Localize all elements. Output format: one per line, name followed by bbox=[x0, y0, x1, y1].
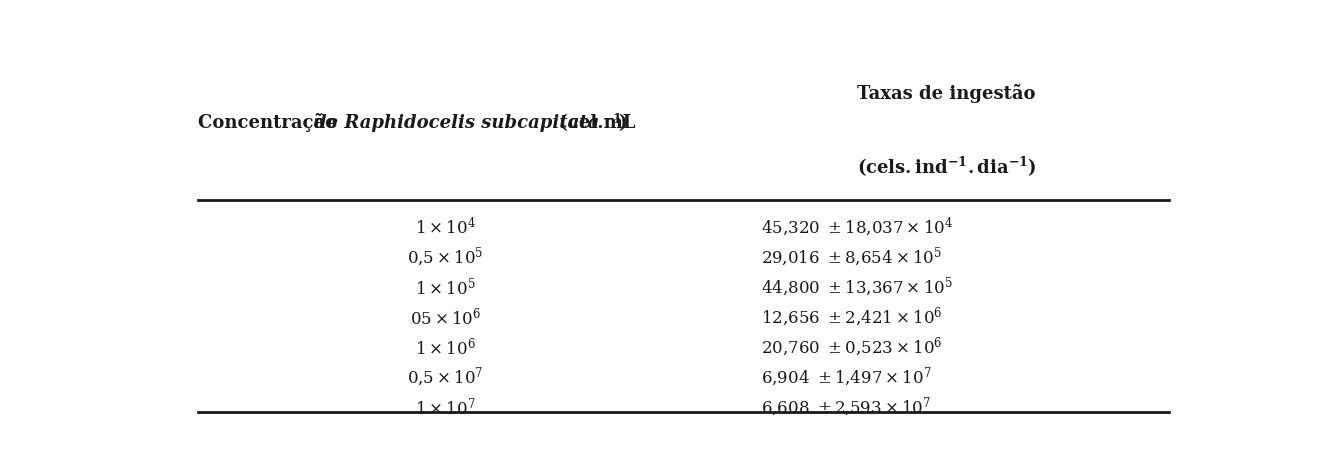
Text: $1\times10^{6}$: $1\times10^{6}$ bbox=[415, 336, 476, 358]
Text: Taxas de ingestão: Taxas de ingestão bbox=[857, 84, 1036, 103]
Text: Concentração: Concentração bbox=[197, 114, 343, 133]
Text: $45{,}320\ \pm18{,}037\times10^{4}$: $45{,}320\ \pm18{,}037\times10^{4}$ bbox=[761, 216, 953, 238]
Text: $1\times10^{7}$: $1\times10^{7}$ bbox=[415, 396, 476, 418]
Text: $6{,}608\ \pm2{,}593\times10^{7}$: $6{,}608\ \pm2{,}593\times10^{7}$ bbox=[761, 395, 930, 418]
Text: ): ) bbox=[619, 114, 627, 132]
Text: (cel.mL: (cel.mL bbox=[553, 114, 636, 132]
Text: $0{,}5\times10^{7}$: $0{,}5\times10^{7}$ bbox=[408, 365, 484, 389]
Text: $1\times10^{5}$: $1\times10^{5}$ bbox=[416, 276, 476, 298]
Text: $29{,}016\ \pm8{,}654\times10^{5}$: $29{,}016\ \pm8{,}654\times10^{5}$ bbox=[761, 246, 941, 269]
Text: $\mathbf{^{-1}}$: $\mathbf{^{-1}}$ bbox=[601, 114, 623, 132]
Text: $6{,}904\ \pm1{,}497\times10^{7}$: $6{,}904\ \pm1{,}497\times10^{7}$ bbox=[761, 365, 932, 389]
Text: $\mathbf{(cels.ind^{-1}.dia^{-1})}$: $\mathbf{(cels.ind^{-1}.dia^{-1})}$ bbox=[857, 155, 1036, 179]
Text: de Raphidocelis subcapitata: de Raphidocelis subcapitata bbox=[315, 114, 600, 132]
Text: $0{,}5\times10^{5}$: $0{,}5\times10^{5}$ bbox=[408, 246, 484, 269]
Text: $44{,}800\ \pm13{,}367\times10^{5}$: $44{,}800\ \pm13{,}367\times10^{5}$ bbox=[761, 276, 953, 299]
Text: $12{,}656\ \pm2{,}421\times10^{6}$: $12{,}656\ \pm2{,}421\times10^{6}$ bbox=[761, 305, 942, 329]
Text: $05\times10^{6}$: $05\times10^{6}$ bbox=[409, 306, 481, 328]
Text: $1\times10^{4}$: $1\times10^{4}$ bbox=[415, 217, 476, 238]
Text: $20{,}760\ \pm0{,}523\times10^{6}$: $20{,}760\ \pm0{,}523\times10^{6}$ bbox=[761, 335, 942, 359]
